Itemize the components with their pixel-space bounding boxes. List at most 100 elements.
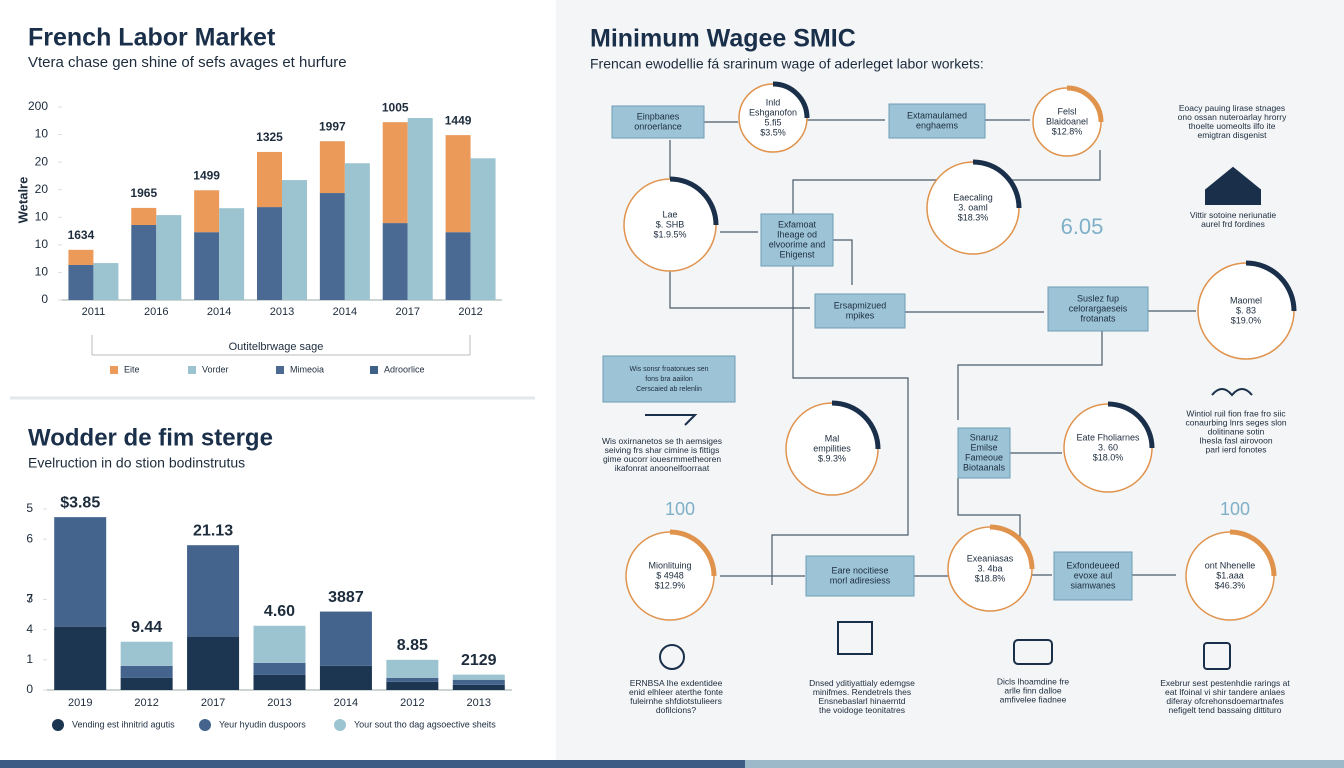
circle-label: Mal [825, 433, 840, 443]
y-tick-label: 200 [28, 99, 48, 113]
box-label: Exfamoat [778, 219, 817, 229]
y-tick-label: 20 [35, 154, 49, 168]
bar-segment [319, 193, 345, 300]
note-text: parl ierd fonotes [1206, 444, 1267, 454]
annotation: 4.60 [264, 603, 295, 620]
box-label: mpikes [846, 310, 875, 320]
note-text: fuleirnhe shfdiotstulieers [630, 696, 722, 706]
diagram-box [957, 427, 1011, 479]
circle-label: 3. oaml [958, 202, 988, 212]
note-text: dofilcions? [656, 705, 696, 715]
diagram-arc [772, 81, 810, 119]
note-text: Wintiol ruil fion frae fro siic [1186, 408, 1286, 418]
legend-label: Eite [124, 364, 140, 374]
bar-segment [54, 626, 107, 690]
box-label: Fameoue [965, 452, 1003, 462]
bar-segment [120, 641, 173, 666]
legend-label: Adroorlice [384, 364, 425, 374]
x-axis-label: Outitelbrwage sage [229, 341, 324, 353]
diagram-arc [989, 524, 1035, 570]
note-text: Exebrur sest pestenhdie rarings at [1160, 678, 1290, 688]
circle-label: Exeaniasas [967, 553, 1014, 563]
bar-segment [445, 232, 471, 300]
circle-label: Eaecaling [953, 192, 993, 202]
big-number: 100 [665, 499, 695, 519]
bar-segment [344, 163, 370, 300]
circle-label: 3. 60 [1098, 442, 1118, 452]
bar-segment [131, 225, 157, 300]
diagram-arc [1245, 260, 1297, 312]
bar-segment [382, 223, 408, 300]
x-tick-label: 2012 [400, 697, 424, 709]
box-label: siamwanes [1070, 580, 1116, 590]
y-tick-label: 5 [26, 501, 33, 515]
box-label: Snaruz [970, 432, 999, 442]
box-label: Extamaulamed [907, 110, 967, 120]
box-label: Emilse [970, 442, 997, 452]
bar-segment [68, 249, 94, 265]
box-label: frotanats [1080, 313, 1116, 323]
x-tick-label: 2014 [333, 306, 357, 318]
circle-label: $18.3% [958, 212, 989, 222]
bar-segment [386, 677, 439, 682]
bar-segment [386, 681, 439, 690]
annotation: 9.44 [131, 619, 162, 636]
box-label: Iheage od [777, 229, 817, 239]
box-label: Suslez fup [1077, 293, 1119, 303]
x-tick-label: 2013 [267, 697, 291, 709]
diagram-arc [1066, 85, 1104, 123]
bar-segment [93, 263, 119, 300]
annotation: $3.85 [60, 494, 100, 511]
y-tick-label: 0 [41, 292, 48, 306]
bar-segment [120, 665, 173, 678]
box-label: enghaems [916, 120, 959, 130]
annotation: 2129 [461, 652, 497, 669]
circle-label: Eshganofon [749, 107, 797, 117]
circle-label: Blaidoanel [1046, 116, 1088, 126]
diagram-box [1053, 551, 1133, 601]
box-label: morl adiresiess [830, 575, 891, 585]
bar-segment [257, 151, 282, 208]
note-text: nefigelt tend bassaing dittituro [1169, 705, 1282, 715]
y-tick-label: 10 [35, 127, 49, 141]
bar-segment [253, 662, 306, 675]
y-tick-label: 4 [26, 622, 33, 636]
bar-segment [452, 674, 505, 680]
box-label: Ehigenst [779, 249, 815, 259]
legend-swatch [370, 366, 378, 374]
diagram-arc [669, 176, 719, 226]
bar-segment [319, 665, 372, 690]
circle-label: $3.5% [760, 127, 786, 137]
circle-label: $. 83 [1236, 305, 1256, 315]
bar-segment [131, 207, 157, 226]
footer-bar [745, 760, 1344, 768]
bar-segment [194, 190, 220, 233]
diagram-box [602, 355, 736, 403]
bar-segment [54, 517, 107, 627]
circle-label: 3. 4ba [977, 563, 1002, 573]
bar-segment [407, 118, 433, 301]
note-text: dolitinane sotin [1208, 426, 1265, 436]
box-label: elvoorime and [769, 239, 826, 249]
note-text: eat Ifoinal vi shir tandere anlaes [1165, 687, 1285, 697]
bar-segment [452, 684, 505, 690]
note-text: thoelte uomeolts ilfo ite [1189, 121, 1276, 131]
chart-subtitle: Vtera chase gen shine of sefs avages et … [28, 54, 347, 71]
y-tick-label: 10 [35, 209, 49, 223]
box-label: Cerscaied ab relenlin [636, 386, 702, 393]
circle-label: $ 4948 [656, 570, 684, 580]
circle-label: ont Nhenelle [1205, 560, 1256, 570]
y-tick-label: 10 [35, 237, 49, 251]
diagram-box [611, 105, 705, 139]
bar-segment [156, 215, 182, 300]
note-text: ikafonrat anoonelfoorraat [615, 463, 710, 473]
annotation: 1997 [319, 119, 346, 133]
x-tick-label: 2012 [134, 697, 158, 709]
footer-bar [0, 760, 745, 768]
bar-segment [386, 659, 439, 678]
x-tick-label: 2019 [68, 697, 92, 709]
bar-segment [219, 208, 245, 300]
box-label: onroerlance [634, 121, 682, 131]
chart-title: Wodder de fim sterge [28, 424, 273, 451]
